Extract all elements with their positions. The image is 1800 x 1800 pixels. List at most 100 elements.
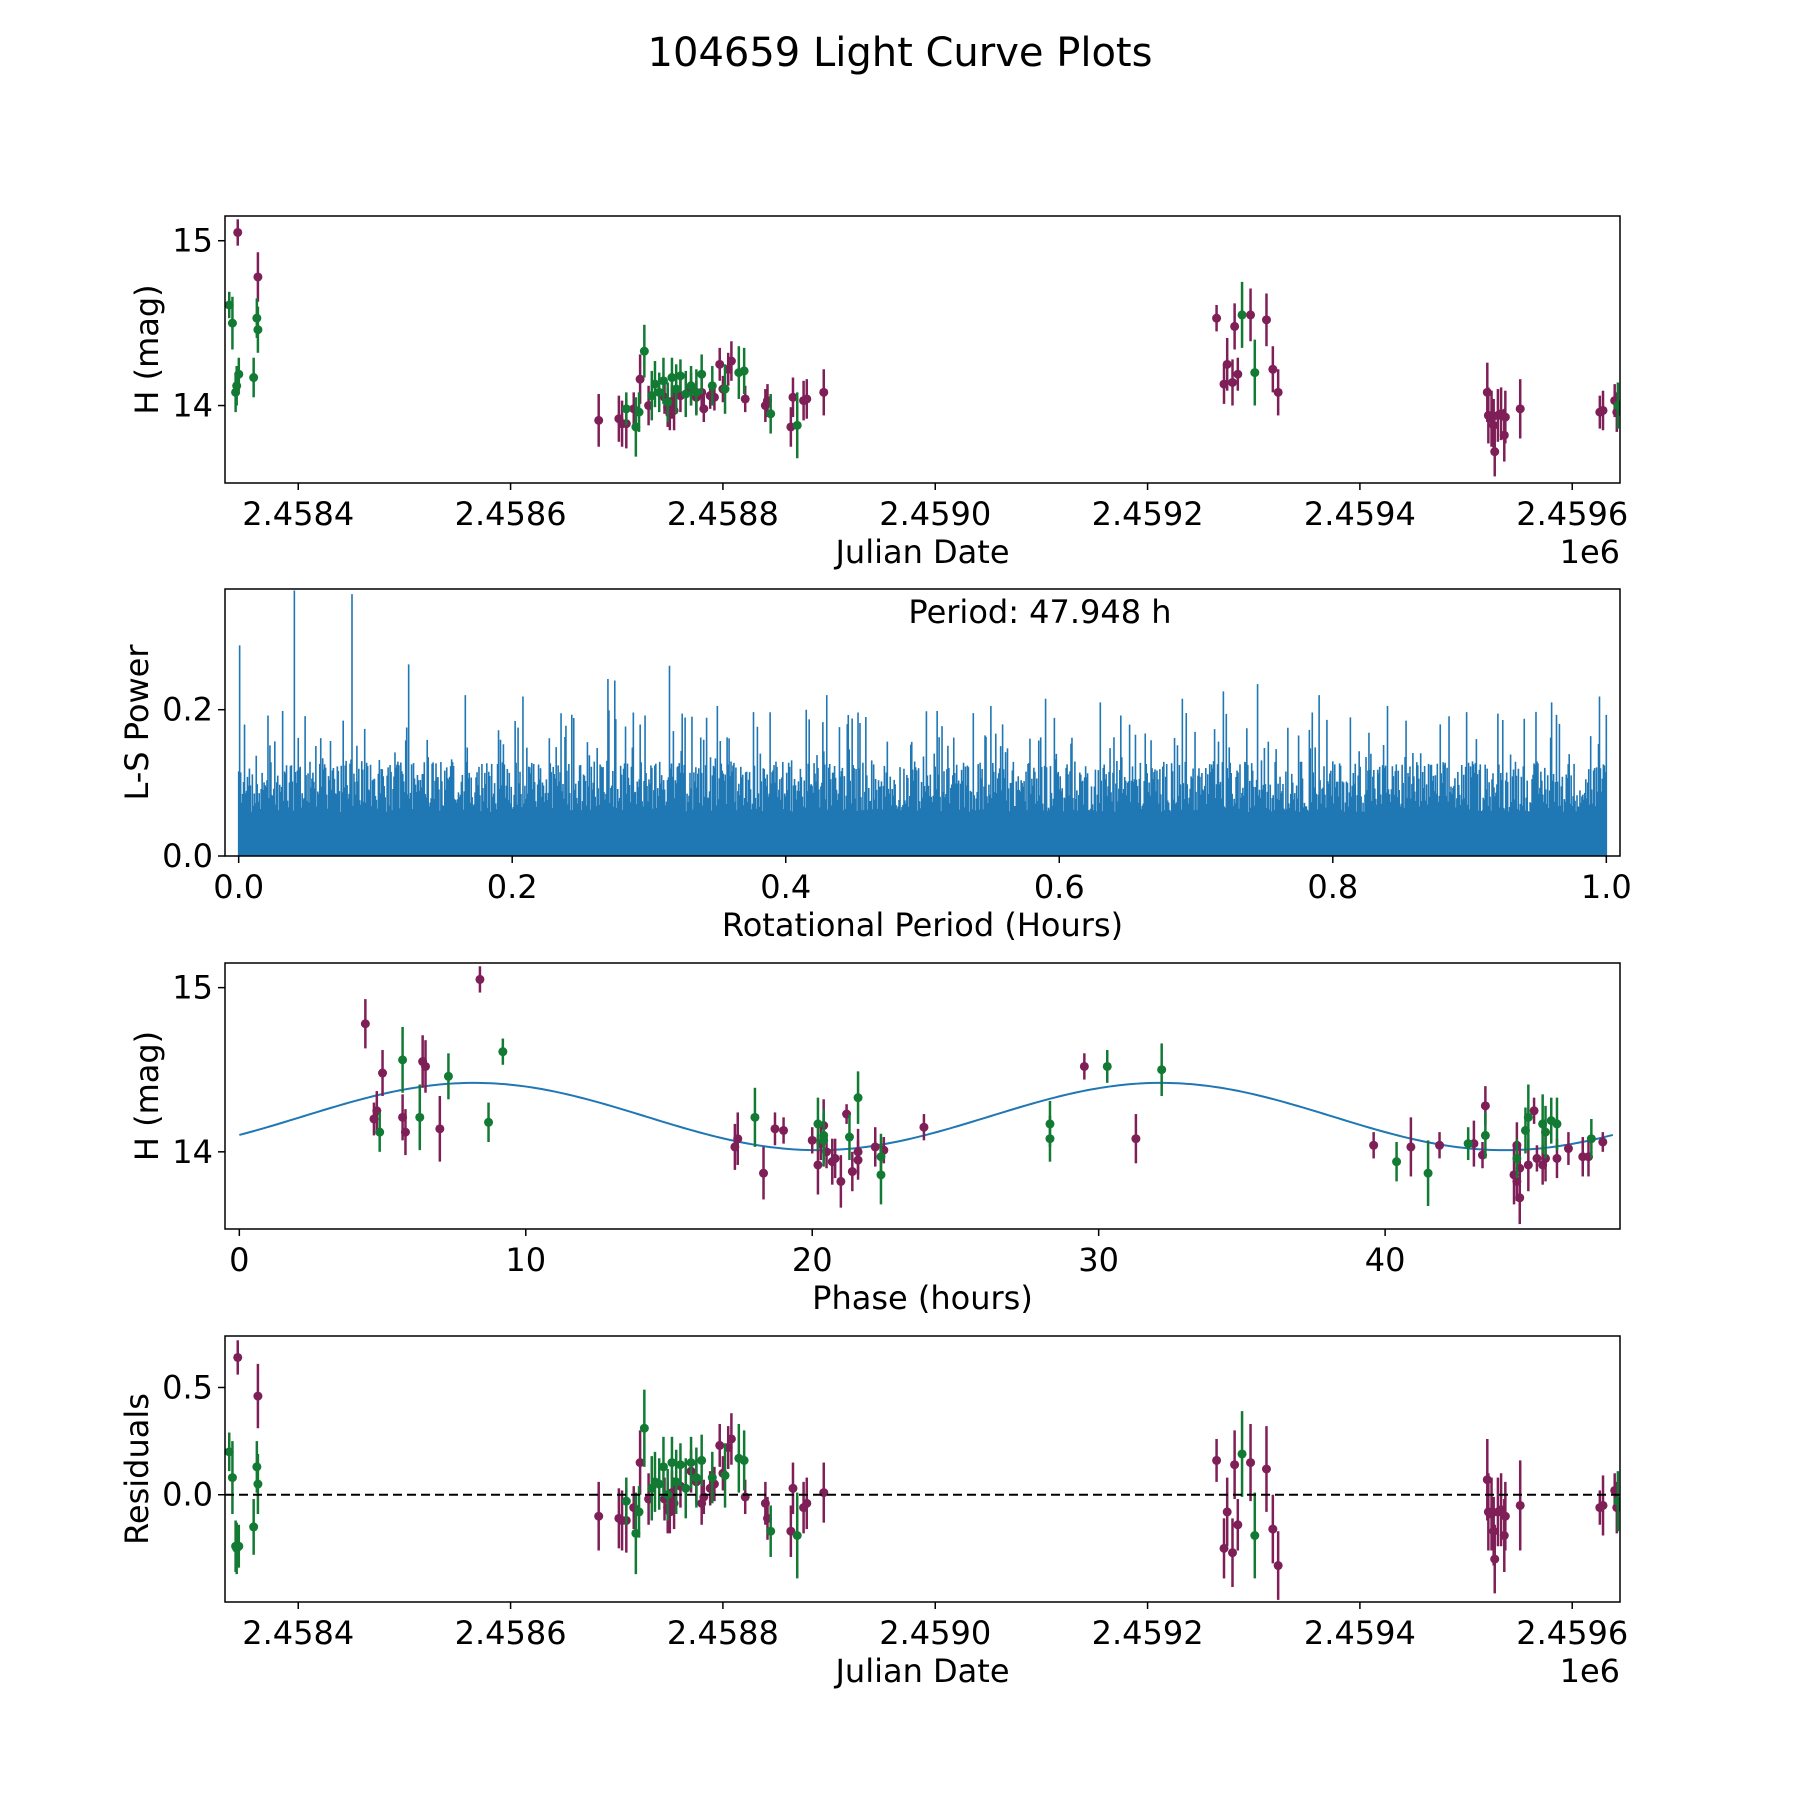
x-tick-label: 2.4588 xyxy=(667,1614,779,1652)
data-point xyxy=(1273,1561,1283,1571)
data-point xyxy=(819,1488,829,1498)
y-tick-label: 0.0 xyxy=(162,837,213,875)
y-axis-label: H (mag) xyxy=(128,284,166,414)
x-tick-label: 2.4596 xyxy=(1516,495,1628,533)
y-tick-label: 14 xyxy=(172,387,213,425)
x-tick-label: 2.4590 xyxy=(879,1614,991,1652)
x-tick-label: 2.4596 xyxy=(1516,1614,1628,1652)
y-tick-label: 14 xyxy=(172,1133,213,1171)
data-point xyxy=(1230,1460,1240,1470)
data-point xyxy=(621,1496,631,1506)
data-point xyxy=(484,1117,494,1127)
data-points xyxy=(225,219,1620,477)
data-point xyxy=(639,346,649,356)
series-band-1 xyxy=(360,966,1608,1225)
data-point xyxy=(686,381,696,391)
data-point xyxy=(1233,369,1243,379)
data-point xyxy=(634,1507,644,1517)
phased-lightcurve-axes: 0 10 20 30 40 14 15 Phase (hours) H (mag) xyxy=(128,962,1621,1317)
data-point xyxy=(1613,1496,1620,1506)
x-tick-label: 2.4592 xyxy=(1092,495,1204,533)
data-point xyxy=(634,407,644,417)
data-point xyxy=(1598,1137,1608,1147)
x-tick-label: 10 xyxy=(505,1241,546,1279)
data-point xyxy=(759,1168,769,1178)
data-point xyxy=(675,371,685,381)
data-point xyxy=(813,1119,823,1129)
periodogram-line xyxy=(237,590,1608,856)
data-point xyxy=(360,1019,370,1029)
series-band-2 xyxy=(225,1389,1620,1579)
data-point xyxy=(1246,310,1256,320)
data-point xyxy=(1212,313,1222,323)
data-point xyxy=(733,1134,743,1144)
data-point xyxy=(1079,1061,1089,1071)
data-point xyxy=(686,1458,696,1468)
data-point xyxy=(919,1122,929,1132)
data-point xyxy=(1435,1140,1445,1150)
data-point xyxy=(1369,1140,1379,1150)
data-point xyxy=(681,389,691,399)
data-point xyxy=(227,1473,237,1483)
data-point xyxy=(1222,359,1232,369)
data-point xyxy=(253,272,263,282)
y-axis-label: L-S Power xyxy=(118,644,156,801)
data-point xyxy=(421,1061,431,1071)
data-point xyxy=(870,1142,880,1152)
y-axis-label: H (mag) xyxy=(128,1031,166,1161)
data-point xyxy=(658,1462,668,1472)
lightcurve-axes: 2.4584 2.4586 2.4588 2.4590 2.4592 2.4594 2.45… xyxy=(128,215,1628,571)
data-point xyxy=(1480,1130,1490,1140)
data-point xyxy=(253,1479,263,1489)
data-point xyxy=(635,1458,645,1468)
data-point xyxy=(699,404,709,414)
data-point xyxy=(1423,1168,1433,1178)
data-point xyxy=(1613,401,1620,411)
x-tick-label: 2.4592 xyxy=(1092,1614,1204,1652)
data-point xyxy=(792,1531,802,1540)
x-tick-label: 2.4584 xyxy=(242,495,354,533)
period-annotation: Period: 47.948 h xyxy=(908,593,1171,631)
data-point xyxy=(675,1460,685,1470)
data-point xyxy=(802,1498,812,1508)
data-point xyxy=(227,318,237,328)
x-tick-label: 20 xyxy=(792,1241,833,1279)
data-point xyxy=(720,1470,730,1480)
data-point xyxy=(234,369,244,379)
data-point xyxy=(1552,1119,1562,1129)
data-point xyxy=(1532,1153,1542,1163)
data-point xyxy=(715,1440,725,1450)
axes-frame xyxy=(224,215,1621,484)
data-point xyxy=(740,394,750,404)
data-point xyxy=(594,1511,604,1521)
series-band-1 xyxy=(233,219,1620,477)
data-point xyxy=(1500,412,1510,422)
data-point xyxy=(699,1492,709,1502)
x-axis-label: Julian Date xyxy=(833,533,1009,571)
data-point xyxy=(398,1055,408,1065)
data-point xyxy=(1463,1139,1473,1149)
data-point xyxy=(1228,1548,1237,1558)
y-tick-label: 15 xyxy=(172,222,213,260)
data-point xyxy=(1529,1106,1539,1116)
x-tick-label: 0.4 xyxy=(760,868,811,906)
axes-frame xyxy=(224,588,1621,857)
data-point xyxy=(635,374,645,384)
data-point xyxy=(443,1071,453,1081)
x-tick-label: 40 xyxy=(1365,1241,1406,1279)
data-point xyxy=(1102,1061,1112,1071)
data-point xyxy=(415,1112,425,1122)
data-point xyxy=(1490,1554,1500,1564)
data-point xyxy=(1212,1455,1222,1465)
data-point xyxy=(658,376,668,386)
data-point xyxy=(853,1147,863,1157)
data-point xyxy=(766,1526,776,1536)
x-axis-label: Phase (hours) xyxy=(812,1279,1033,1317)
data-point xyxy=(249,1522,259,1532)
data-point xyxy=(1598,1500,1608,1510)
data-point xyxy=(1598,405,1608,415)
x-tick-label: 2.4586 xyxy=(455,1614,567,1652)
data-points xyxy=(360,966,1608,1225)
data-point xyxy=(779,1125,789,1135)
